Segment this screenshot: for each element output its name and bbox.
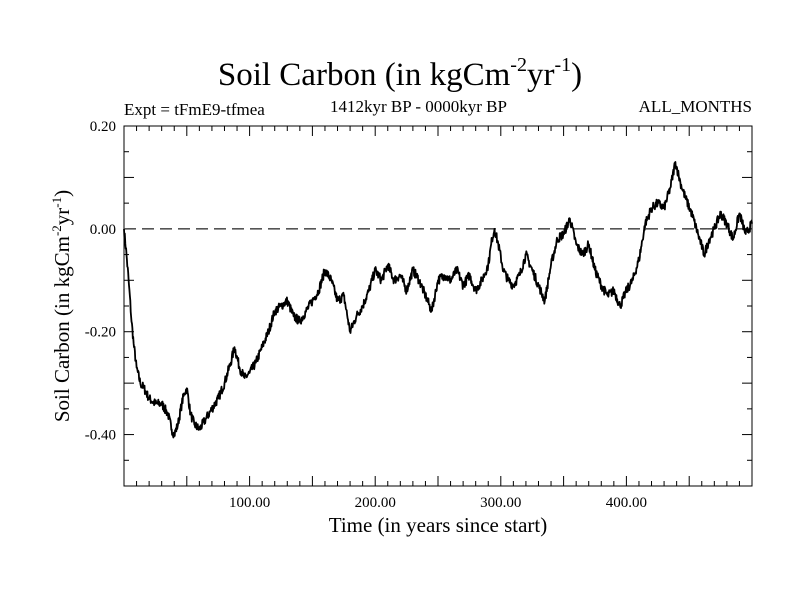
y-axis-label: Soil Carbon (in kgCm-2yr-1) xyxy=(49,190,74,422)
y-tick-label: -0.40 xyxy=(85,428,116,444)
x-axis-label: Time (in years since start) xyxy=(329,513,548,537)
plot-frame xyxy=(123,125,753,487)
months-label: ALL_MONTHS xyxy=(638,97,752,116)
x-tick-label: 200.00 xyxy=(355,495,396,511)
y-tick-label: -0.20 xyxy=(85,325,116,341)
x-tick-label: 100.00 xyxy=(229,495,270,511)
period-label: 1412kyr BP - 0000kyr BP xyxy=(330,97,507,116)
y-tick-label: 0.00 xyxy=(90,222,116,238)
experiment-label: Expt = tFmE9-tfmea xyxy=(124,100,265,119)
y-tick-label: 0.20 xyxy=(90,119,116,135)
x-tick-label: 300.00 xyxy=(480,495,521,511)
tick-labels: 100.00 200.00 300.00 400.00 0.20 0.00 -0.20 -0.… xyxy=(85,119,647,511)
x-tick-label: 400.00 xyxy=(606,495,647,511)
series-line xyxy=(123,161,753,439)
axis-ticks xyxy=(124,126,752,486)
chart-title: Soil Carbon (in kgCm-2yr-1) xyxy=(217,54,583,93)
